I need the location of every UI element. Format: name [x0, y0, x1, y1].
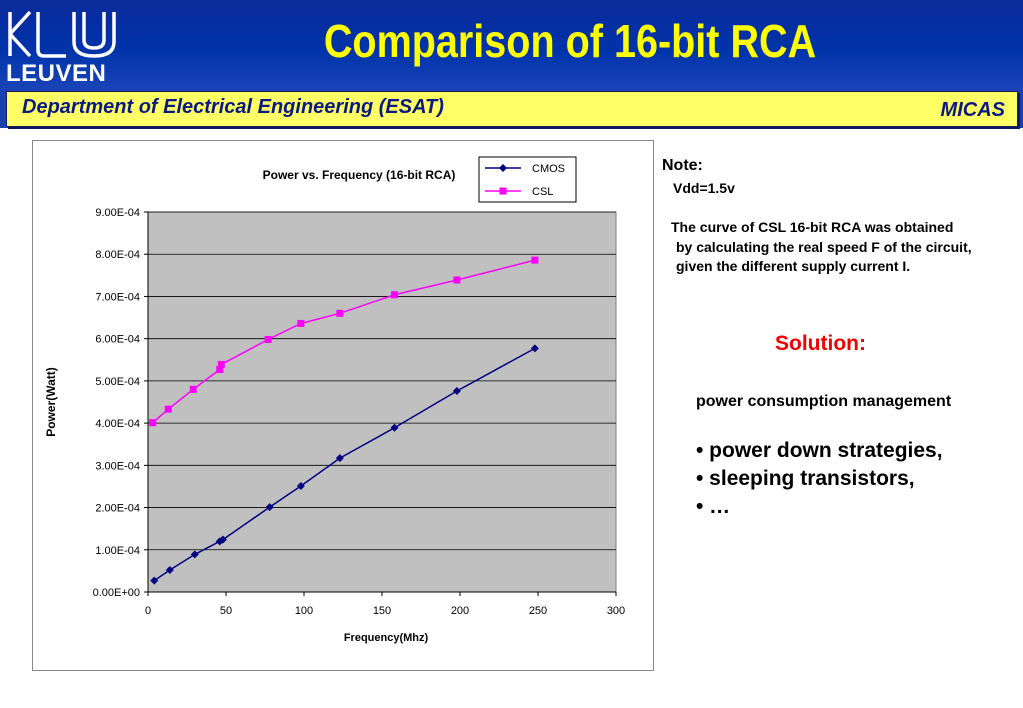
note-line-1: The curve of CSL 16-bit RCA was obtained [671, 219, 954, 235]
bullet-item: • sleeping transistors, [696, 467, 915, 490]
note-title: Note: [662, 157, 703, 174]
data-point-csl [149, 419, 157, 427]
header-banner: LEUVEN Comparison of 16-bit RCA [0, 0, 1023, 92]
data-point-csl [164, 405, 172, 413]
bullet-item: • … [696, 495, 731, 518]
chart-container: 0.00E+00 1.00E-04 2.00E-04 3.00E-04 4.00E-04… [32, 140, 654, 671]
legend-label: CSL [532, 186, 553, 198]
data-point-cmos [165, 566, 174, 575]
data-point-cmos [530, 344, 539, 353]
data-point-cmos [335, 454, 344, 463]
y-tick-label: 5.00E-04 [95, 376, 140, 388]
data-point-cmos [452, 387, 461, 396]
power-frequency-chart: 0.00E+00 1.00E-04 2.00E-04 3.00E-04 4.00E-04… [44, 156, 625, 644]
data-point-csl [216, 365, 224, 373]
x-tick-label: 0 [145, 605, 151, 617]
department-label: Department of Electrical Engineering (ES… [22, 96, 444, 118]
y-tick-label: 4.00E-04 [95, 418, 140, 430]
ku-leuven-logo [8, 10, 116, 58]
chart-title: Power vs. Frequency (16-bit RCA) [263, 168, 456, 182]
x-axis-label: Frequency(Mhz) [344, 632, 429, 644]
legend-box [478, 156, 577, 203]
page-title: Comparison of 16-bit RCA [323, 15, 817, 67]
x-tick-label: 250 [529, 605, 547, 617]
solution-bullets: • power down strategies, • sleeping tran… [696, 437, 943, 521]
x-tick-label: 200 [451, 605, 469, 617]
x-tick-label: 50 [220, 605, 232, 617]
data-point-cmos [190, 550, 199, 559]
data-point-csl [264, 336, 272, 344]
data-point-cmos [265, 503, 274, 512]
data-point-csl [453, 276, 461, 284]
data-point-csl [189, 385, 197, 393]
note-line-3: given the different supply current I. [676, 258, 911, 274]
legend-label: CMOS [532, 163, 565, 175]
x-tick-label: 100 [295, 605, 313, 617]
legend-marker [499, 164, 507, 172]
y-tick-label: 9.00E-04 [95, 207, 140, 219]
y-tick-label: 1.00E-04 [95, 545, 140, 557]
group-label: MICAS [940, 99, 1005, 121]
data-point-cmos [296, 482, 305, 491]
y-tick-label: 3.00E-04 [95, 460, 140, 472]
data-point-csl [336, 309, 344, 317]
y-tick-label: 0.00E+00 [93, 587, 140, 599]
note-vdd: Vdd=1.5v [673, 180, 735, 196]
bullet-item: • power down strategies, [696, 439, 943, 462]
y-tick-label: 8.00E-04 [95, 249, 140, 261]
department-bar [6, 91, 1018, 127]
y-tick-label: 7.00E-04 [95, 291, 140, 303]
data-point-csl [390, 291, 398, 299]
legend-marker [499, 187, 507, 195]
x-tick-label: 150 [373, 605, 391, 617]
logo-text: LEUVEN [6, 60, 107, 87]
y-tick-label: 2.00E-04 [95, 503, 140, 515]
data-point-cmos [218, 535, 227, 544]
data-point-csl [531, 256, 539, 264]
data-point-cmos [390, 423, 399, 432]
plot-area [147, 211, 617, 593]
data-point-cmos [150, 576, 159, 585]
y-axis-label: Power(Watt) [44, 367, 58, 437]
x-tick-label: 300 [607, 605, 625, 617]
power-management-label: power consumption management [696, 393, 952, 410]
solution-heading: Solution: [775, 332, 866, 355]
data-point-csl [217, 360, 225, 368]
note-line-2: by calculating the real speed F of the c… [676, 239, 972, 255]
y-tick-label: 6.00E-04 [95, 334, 140, 346]
data-point-csl [297, 319, 305, 327]
